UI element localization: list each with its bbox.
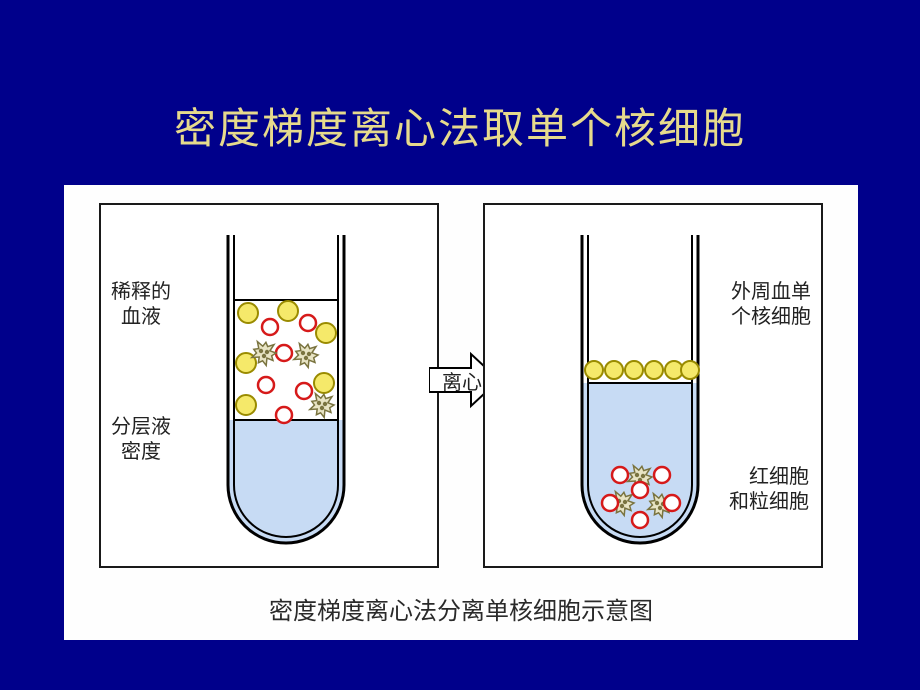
label-pbmc-b: 个核细胞 [731, 305, 811, 330]
tube-before [216, 225, 356, 555]
centrifuge-label: 离心 [442, 366, 482, 395]
label-sep-fluid-a: 分层液 [111, 415, 171, 440]
label-pbmc-a: 外周血单 [731, 280, 811, 305]
label-sep-fluid-b: 密度 [121, 440, 161, 465]
tube-after [570, 225, 710, 555]
left-frame: 稀释的 血液 分层液 密度 [99, 203, 439, 568]
label-diluted-blood-b: 血液 [121, 305, 161, 330]
diagram-caption: 密度梯度离心法分离单核细胞示意图 [64, 591, 858, 626]
diagram-panel: 稀释的 血液 分层液 密度 离心 [64, 185, 858, 640]
label-rbc-b: 和粒细胞 [729, 490, 809, 515]
page-title: 密度梯度离心法取单个核细胞 [0, 95, 920, 156]
label-diluted-blood-a: 稀释的 [111, 280, 171, 305]
label-rbc-a: 红细胞 [749, 465, 809, 490]
right-frame: 外周血单 个核细胞 红细胞 和粒细胞 [483, 203, 823, 568]
